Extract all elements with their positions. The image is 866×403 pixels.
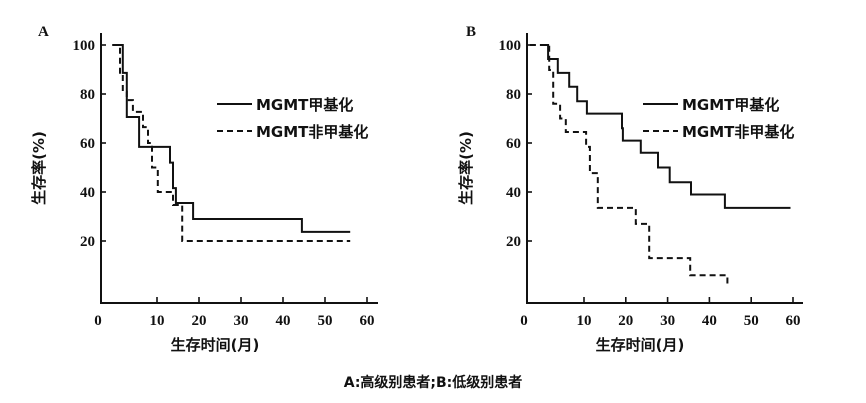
y-axis-title: 生存率(%) (457, 131, 475, 205)
x-tick-label: 0 (94, 313, 102, 329)
x-tick-label: 10 (577, 313, 592, 329)
y-tick-label: 100 (73, 38, 96, 54)
x-tick-label: 50 (744, 313, 759, 329)
panel-label: A (38, 24, 49, 40)
legend: MGMT甲基化 MGMT非甲基化 (643, 96, 794, 141)
y-tick-label: 80 (80, 87, 95, 103)
methylated-survival-curve (540, 44, 791, 209)
x-tick-label: 60 (360, 313, 375, 329)
x-tick-label: 20 (618, 313, 633, 329)
y-tick-label: 80 (506, 87, 521, 103)
y-axis-title: 生存率(%) (30, 131, 48, 205)
unmethylated-survival-curve (529, 44, 729, 287)
y-tick-label: 20 (506, 234, 521, 250)
y-tick-label: 60 (506, 136, 521, 152)
chart-panel-b: B 20 40 60 80 100 0 10 20 30 40 50 60 生存时间(月) 生存率(%) MG… (457, 24, 803, 354)
chart-panel-a: A 20 40 60 80 100 0 10 20 30 40 50 60 生存时间(月) 生存率(%) MG… (30, 24, 378, 354)
x-tick-label: 0 (520, 313, 528, 329)
x-tick-label: 50 (318, 313, 333, 329)
legend-label-methylated: MGMT甲基化 (256, 96, 353, 114)
panel-label: B (466, 24, 476, 40)
y-tick-label: 20 (80, 234, 95, 250)
x-tick-label: 30 (234, 313, 249, 329)
methylated-survival-curve (112, 44, 351, 233)
x-tick-label: 20 (192, 313, 207, 329)
legend-label-methylated: MGMT甲基化 (682, 96, 779, 114)
y-tick-label: 40 (506, 185, 521, 201)
x-tick-label: 60 (786, 313, 801, 329)
x-tick-label: 40 (702, 313, 717, 329)
x-axis-title: 生存时间(月) (171, 336, 260, 354)
legend: MGMT甲基化 MGMT非甲基化 (217, 96, 368, 141)
x-axis-title: 生存时间(月) (596, 336, 685, 354)
legend-label-unmethylated: MGMT非甲基化 (682, 123, 794, 141)
y-tick-label: 40 (80, 185, 95, 201)
unmethylated-survival-curve (112, 44, 351, 242)
x-tick-label: 30 (660, 313, 675, 329)
figure-caption: A:高级别患者;B:低级别患者 (343, 375, 523, 391)
x-tick-label: 40 (276, 313, 291, 329)
y-tick-label: 100 (499, 38, 522, 54)
y-tick-label: 60 (80, 136, 95, 152)
legend-label-unmethylated: MGMT非甲基化 (256, 123, 368, 141)
x-tick-label: 10 (150, 313, 165, 329)
